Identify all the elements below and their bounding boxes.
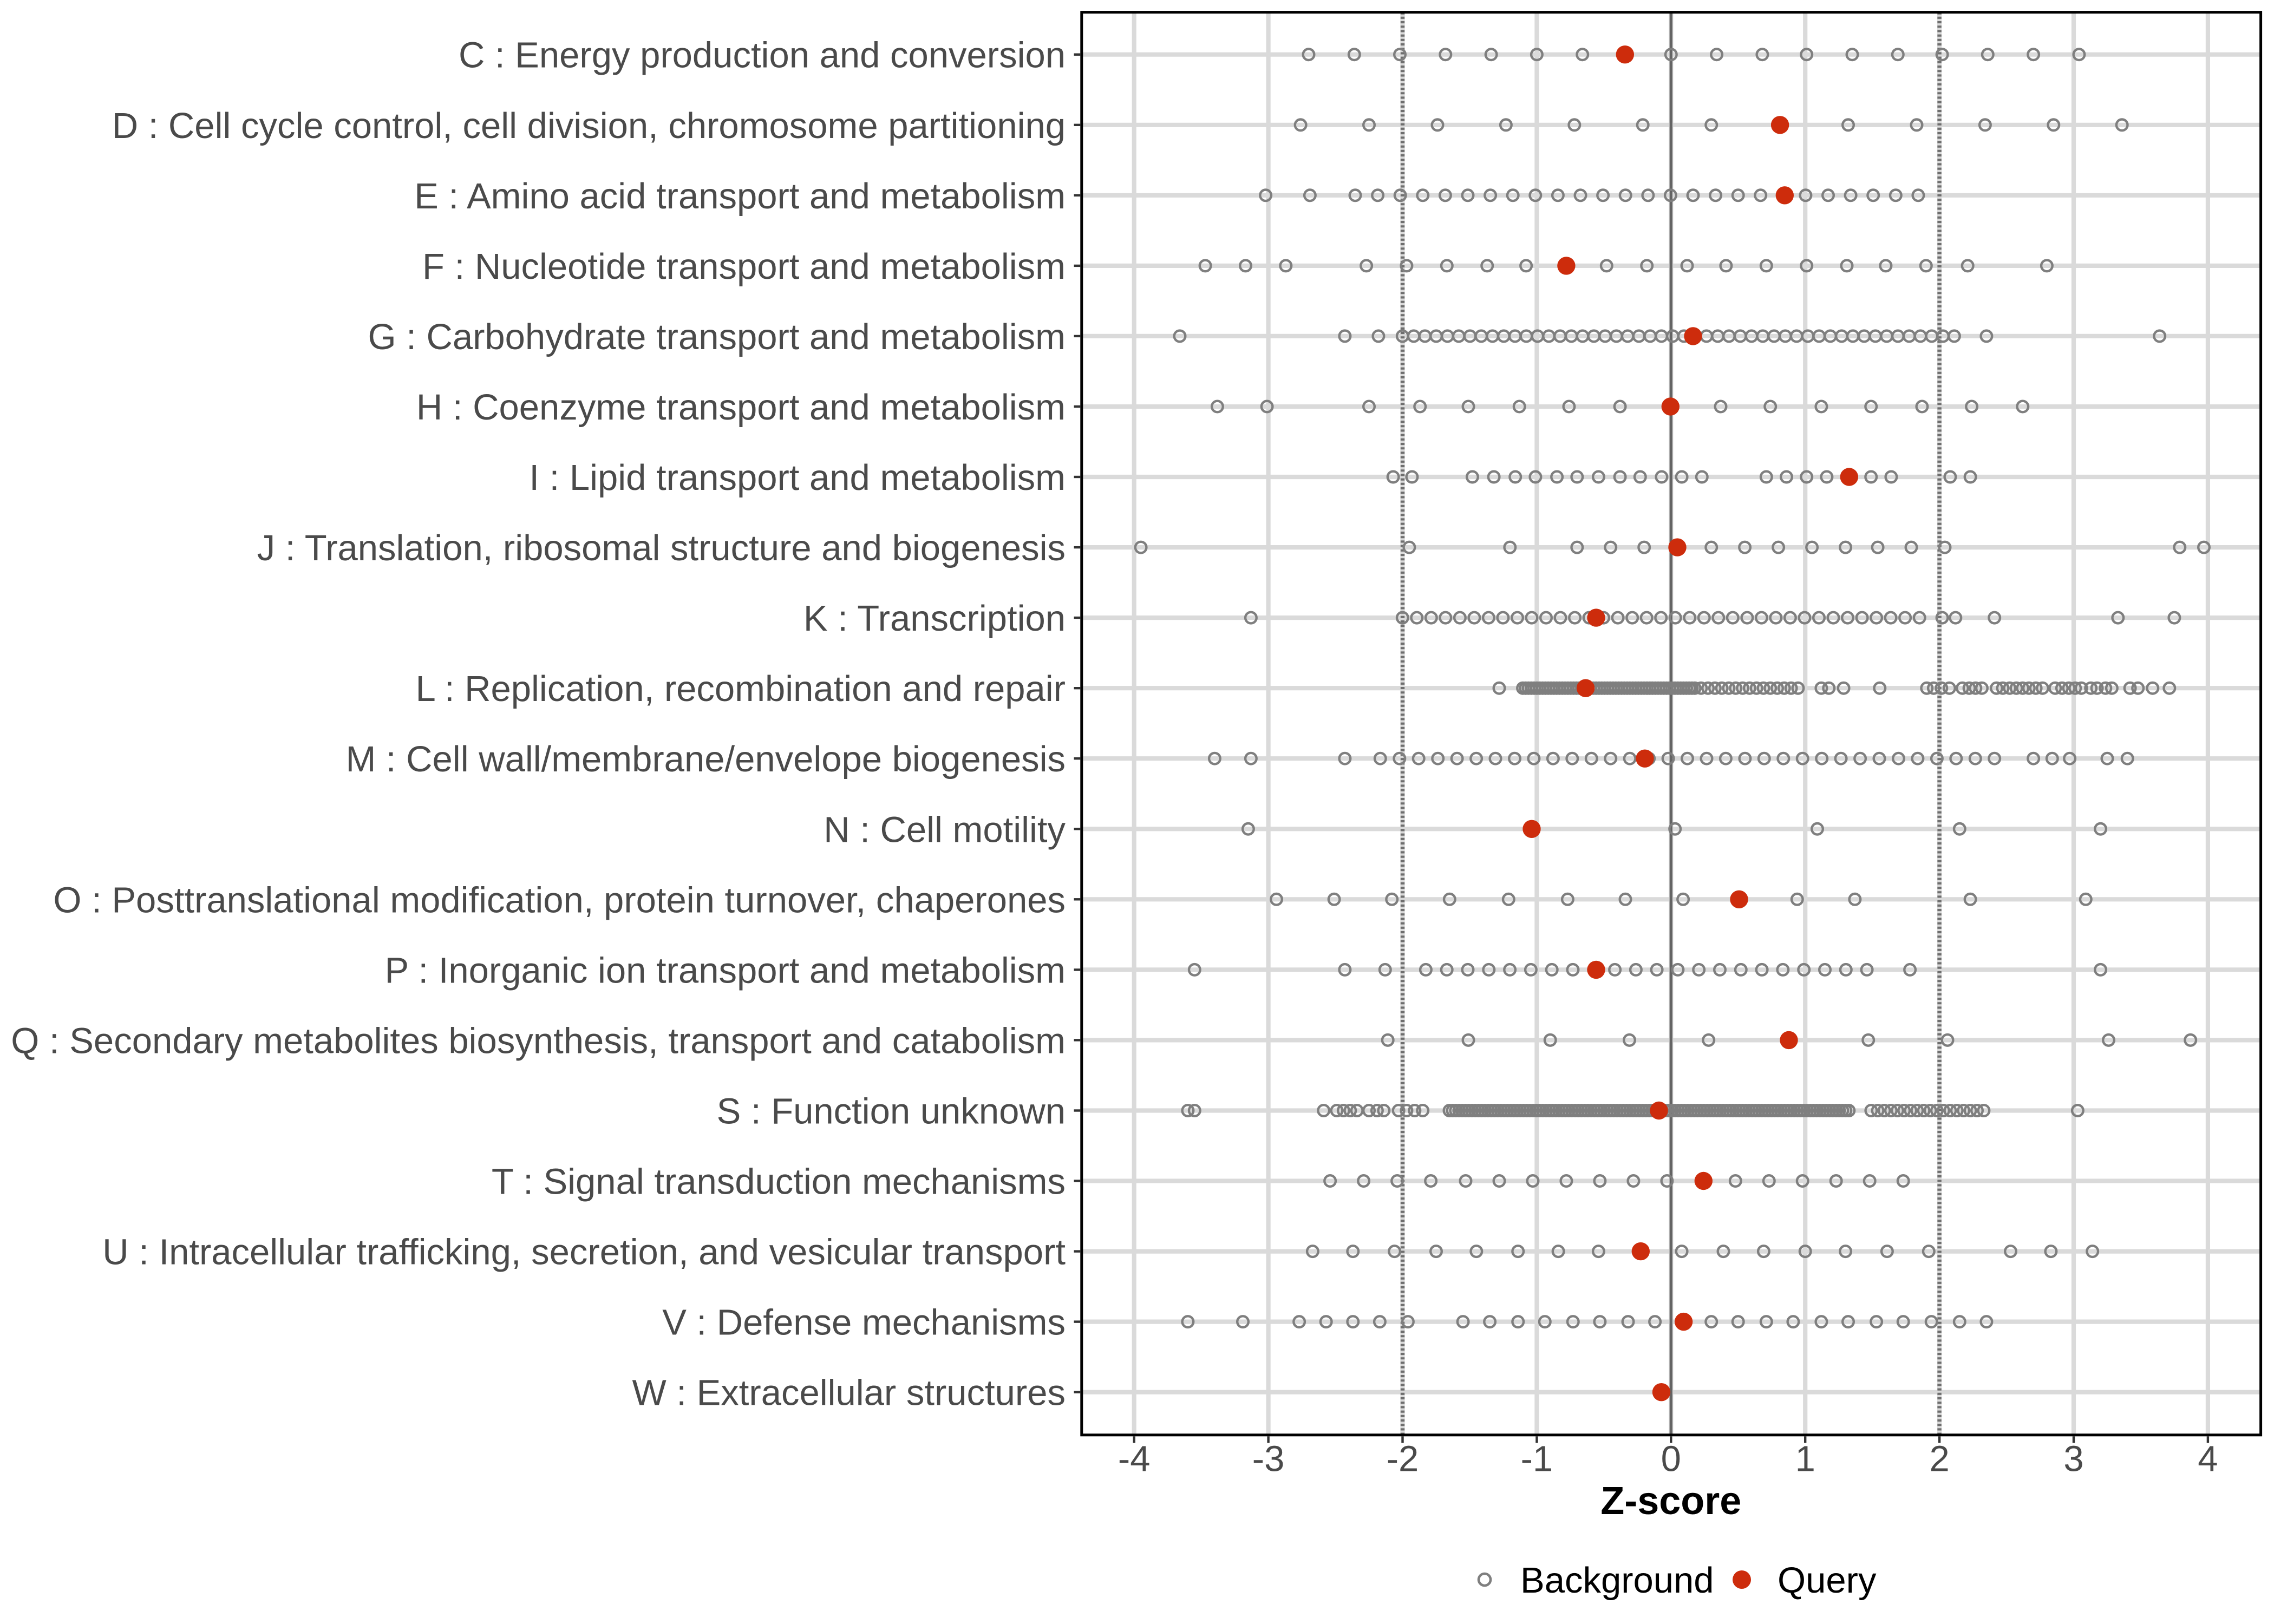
svg-text:2: 2 bbox=[1929, 1439, 1949, 1479]
svg-text:U : Intracellular trafficking,: U : Intracellular trafficking, secretion… bbox=[102, 1232, 1066, 1273]
svg-text:-1: -1 bbox=[1521, 1439, 1553, 1479]
svg-text:F : Nucleotide transport and m: F : Nucleotide transport and metabolism bbox=[422, 246, 1066, 287]
svg-text:V : Defense mechanisms: V : Defense mechanisms bbox=[662, 1302, 1066, 1343]
svg-text:S : Function unknown: S : Function unknown bbox=[717, 1091, 1066, 1132]
svg-text:Background: Background bbox=[1520, 1560, 1714, 1601]
svg-text:-3: -3 bbox=[1252, 1439, 1285, 1479]
svg-text:3: 3 bbox=[2063, 1439, 2083, 1479]
svg-text:-2: -2 bbox=[1387, 1439, 1419, 1479]
svg-text:H : Coenzyme transport and met: H : Coenzyme transport and metabolism bbox=[416, 387, 1066, 428]
svg-text:T : Signal transduction mechan: T : Signal transduction mechanisms bbox=[492, 1162, 1066, 1202]
svg-text:Q : Secondary metabolites bios: Q : Secondary metabolites biosynthesis, … bbox=[11, 1020, 1066, 1061]
svg-text:D : Cell cycle control, cell d: D : Cell cycle control, cell division, c… bbox=[112, 106, 1066, 146]
svg-text:Query: Query bbox=[1778, 1560, 1877, 1601]
svg-text:P : Inorganic ion transport an: P : Inorganic ion transport and metaboli… bbox=[384, 950, 1066, 991]
svg-text:W : Extracellular structures: W : Extracellular structures bbox=[632, 1373, 1066, 1413]
svg-text:J : Translation, ribosomal str: J : Translation, ribosomal structure and… bbox=[257, 528, 1066, 568]
svg-text:C : Energy production and conv: C : Energy production and conversion bbox=[459, 35, 1066, 76]
svg-text:Z-score: Z-score bbox=[1600, 1479, 1741, 1523]
svg-text:K : Transcription: K : Transcription bbox=[803, 598, 1066, 639]
svg-text:M : Cell wall/membrane/envelop: M : Cell wall/membrane/envelope biogenes… bbox=[346, 739, 1066, 780]
svg-text:N : Cell motility: N : Cell motility bbox=[824, 809, 1066, 850]
svg-text:I : Lipid transport and metabo: I : Lipid transport and metabolism bbox=[529, 457, 1066, 498]
svg-text:0: 0 bbox=[1661, 1439, 1681, 1479]
svg-text:4: 4 bbox=[2198, 1439, 2218, 1479]
svg-text:L : Replication, recombination: L : Replication, recombination and repai… bbox=[416, 669, 1066, 709]
svg-text:E : Amino acid transport and m: E : Amino acid transport and metabolism bbox=[414, 176, 1066, 217]
svg-text:-4: -4 bbox=[1118, 1439, 1151, 1479]
svg-text:O : Posttranslational modifica: O : Posttranslational modification, prot… bbox=[53, 880, 1066, 920]
svg-text:G : Carbohydrate transport and: G : Carbohydrate transport and metabolis… bbox=[368, 317, 1066, 357]
svg-text:1: 1 bbox=[1795, 1439, 1815, 1479]
